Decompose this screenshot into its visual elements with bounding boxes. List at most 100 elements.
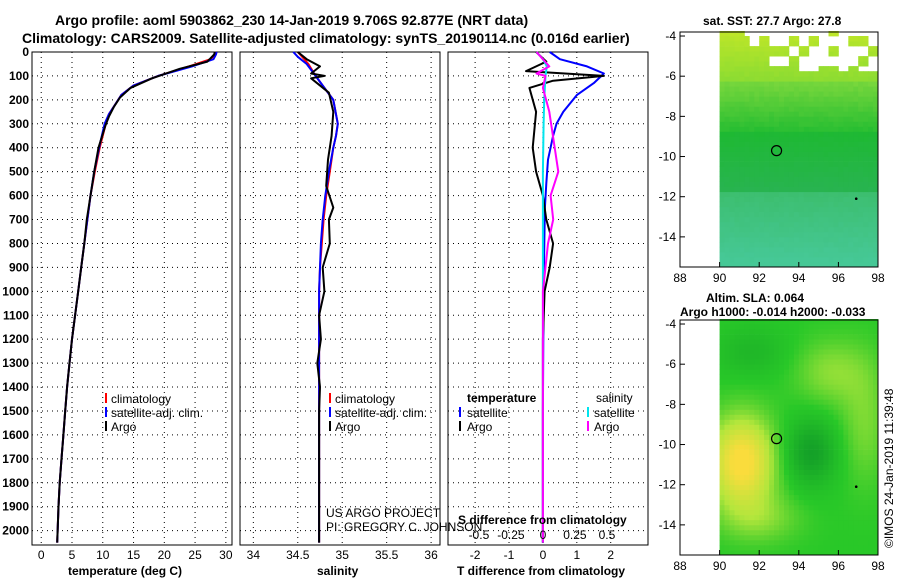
map-cell: [873, 91, 879, 97]
map-cell: [863, 176, 869, 182]
map-cell: [828, 464, 834, 470]
map-cell: [734, 31, 740, 37]
map-cell: [749, 514, 755, 521]
map-cell: [724, 454, 730, 460]
map-cell: [754, 196, 760, 203]
map-cell: [808, 479, 814, 486]
x-tick-label: 35: [336, 548, 350, 562]
map-cell: [719, 414, 725, 420]
map-cell: [749, 116, 755, 122]
map-cell: [729, 364, 735, 370]
map-cell: [734, 231, 740, 238]
map-cell: [744, 329, 750, 335]
map-cell: [833, 524, 839, 531]
map-cell: [754, 464, 760, 470]
map-cell: [749, 444, 755, 450]
map-cell: [818, 434, 824, 440]
nearby-profile-marker: [854, 485, 858, 489]
map-cell: [724, 146, 730, 152]
map-cell: [769, 196, 775, 203]
map-cell: [823, 349, 829, 355]
lon-tick-label: 92: [753, 271, 767, 285]
map-cell: [803, 101, 810, 107]
x-tick-label: 10: [96, 548, 110, 562]
map-cell: [739, 61, 745, 67]
map-cell: [774, 369, 780, 375]
map-cell: [784, 434, 790, 440]
map-cell: [843, 166, 849, 172]
map-cell: [779, 246, 785, 253]
map-cell: [729, 211, 735, 218]
map-cell: [833, 359, 839, 365]
map-cell: [779, 394, 785, 400]
map-cell: [749, 146, 755, 152]
map-cell: [858, 126, 864, 132]
map-cell: [744, 86, 750, 92]
map-cell: [853, 126, 859, 132]
map-cell: [828, 514, 834, 521]
map-cell: [818, 81, 824, 87]
map-cell: [808, 231, 814, 238]
map-cell: [863, 369, 869, 375]
map-cell: [719, 389, 725, 395]
map-cell: [724, 464, 730, 470]
map-cell: [749, 499, 755, 506]
map-cell: [843, 449, 849, 455]
map-cell: [734, 364, 740, 370]
map-cell: [788, 56, 795, 62]
map-cell: [788, 262, 795, 268]
map-cell: [724, 226, 730, 233]
map-cell: [724, 329, 730, 335]
map-cell: [873, 509, 879, 516]
map-cell: [774, 226, 780, 233]
depth-tick-label: 900: [9, 260, 29, 274]
map-cell: [744, 231, 750, 238]
map-cell: [853, 226, 859, 233]
map-cell: [818, 231, 824, 238]
map-cell: [833, 349, 839, 355]
map-cell: [744, 454, 750, 460]
map-cell: [784, 66, 790, 72]
map-cell: [724, 534, 730, 541]
map-cell: [744, 161, 750, 167]
map-cell: [793, 201, 800, 208]
map-cell: [863, 434, 869, 440]
map-cell: [858, 534, 864, 541]
map-cell: [873, 176, 879, 182]
map-cell: [873, 106, 879, 112]
map-cell: [719, 444, 725, 450]
map-cell: [754, 211, 760, 218]
map-cell: [734, 121, 740, 127]
map-cell: [858, 504, 864, 511]
map-cell: [754, 394, 760, 400]
map-cell: [764, 111, 770, 117]
map-cell: [798, 399, 805, 405]
map-cell: [813, 339, 819, 345]
map-cell: [788, 136, 795, 142]
map-cell: [719, 226, 725, 233]
map-cell: [739, 186, 745, 193]
map-cell: [719, 534, 725, 541]
map-cell: [808, 439, 814, 445]
map-cell: [858, 236, 864, 243]
map-cell: [843, 344, 849, 350]
map-cell: [788, 454, 795, 460]
map-cell: [863, 329, 869, 335]
map-cell: [818, 221, 824, 228]
map-cell: [769, 126, 775, 132]
map-cell: [808, 409, 814, 415]
map-cell: [764, 545, 770, 551]
map-cell: [719, 394, 725, 400]
map-cell: [838, 369, 844, 375]
map-cell: [838, 464, 844, 470]
map-cell: [848, 399, 854, 405]
map-cell: [764, 339, 770, 345]
map-cell: [823, 81, 829, 87]
map-cell: [808, 191, 814, 198]
map-cell: [719, 474, 725, 481]
map-cell: [833, 459, 839, 465]
map-cell: [853, 71, 859, 77]
map-cell: [803, 464, 810, 470]
map-cell: [769, 76, 775, 82]
map-cell: [734, 106, 740, 112]
